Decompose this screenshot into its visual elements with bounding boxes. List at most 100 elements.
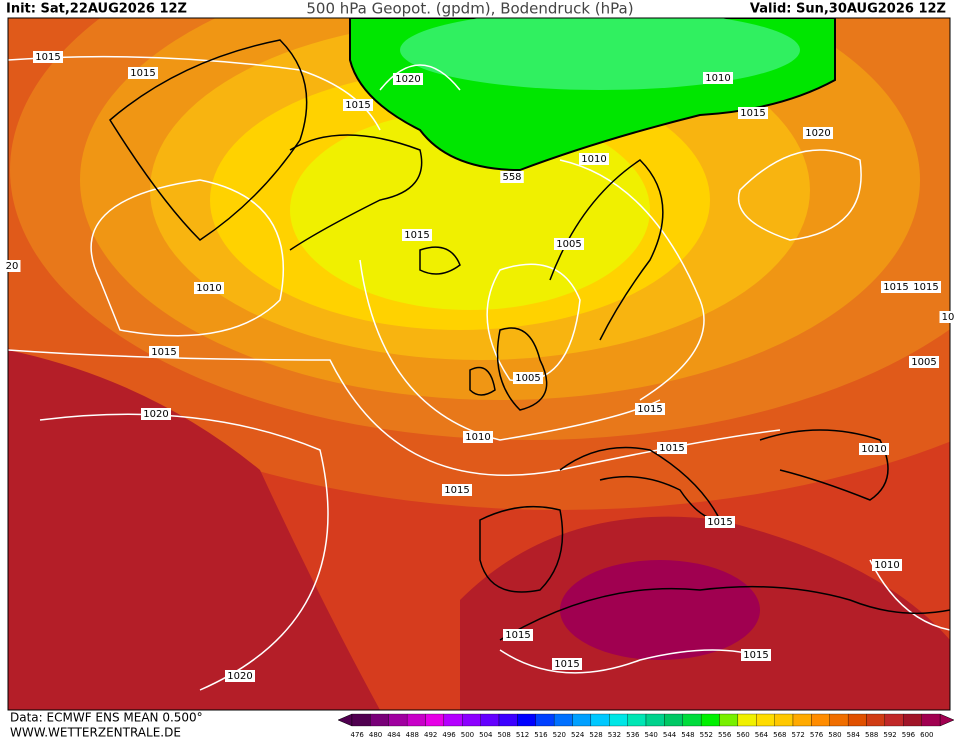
isobar-label-box (149, 346, 179, 358)
colorbar-swatch (590, 713, 610, 727)
isobar-label-box (500, 171, 524, 183)
isobar-label-box (705, 516, 735, 528)
colorbar-label: 564 (755, 731, 769, 739)
colorbar-label: 584 (847, 731, 861, 739)
colorbar-swatch (903, 713, 922, 727)
isobar-label-box (3, 260, 21, 272)
colorbar-swatch (921, 713, 941, 727)
isobar-label-box (859, 443, 889, 455)
colorbar-label: 596 (902, 731, 916, 739)
coastlines (109, 39, 950, 641)
colorbar-swatch (443, 713, 463, 727)
colorbar-label: 532 (608, 731, 621, 739)
colorbar-swatch (682, 713, 702, 727)
isobar-label-box (343, 99, 373, 111)
colorbar: 476 480 484 488 492 496 500 504 508 512 516 520 524 5… (337, 713, 955, 739)
colorbar-swatch (756, 713, 775, 727)
data-source: Data: ECMWF ENS MEAN 0.500° (10, 711, 203, 725)
isobar-label-box (554, 238, 584, 250)
colorbar-label: 520 (553, 731, 566, 739)
isobar-label-box (741, 649, 771, 661)
isobar-labels: 1015101510201015101010151020101055810151… (3, 51, 957, 682)
isobar-label-box (579, 153, 609, 165)
colorbar-swatch (462, 713, 481, 727)
isobar-label-box (33, 51, 63, 63)
colorbar-swatch (425, 713, 445, 727)
colorbar-swatch (370, 713, 389, 727)
isobar-label-box (909, 356, 939, 368)
colorbar-label: 544 (663, 731, 677, 739)
isobar-label-box (872, 559, 902, 571)
isobar-label: 1015 (883, 282, 908, 293)
colorbar-arrow-left (337, 713, 353, 727)
isobar-label-box (194, 282, 224, 294)
isobar-label-box (657, 442, 687, 454)
isobar-label: 1010 (874, 560, 899, 571)
colorbar-label: 600 (920, 731, 933, 739)
isobar-label: 1010 (465, 432, 490, 443)
colorbar-swatch (829, 713, 849, 727)
colorbar-label: 540 (645, 731, 658, 739)
colorbar-swatch (517, 713, 536, 727)
isobar-label-box (911, 281, 941, 293)
colorbar-swatch (700, 713, 720, 727)
isobar-label: 1010 (196, 283, 221, 294)
colorbar-swatch (645, 713, 665, 727)
isobar-label-box (939, 311, 957, 323)
isobar-label: 1015 (659, 443, 684, 454)
colorbar-label: 488 (406, 731, 419, 739)
colorbar-swatch (774, 713, 794, 727)
colorbar-swatch (847, 713, 867, 727)
colorbar-label: 588 (865, 731, 878, 739)
colorbar-swatch (884, 713, 904, 727)
colorbar-swatch (627, 713, 647, 727)
colorbar-swatch (737, 713, 757, 727)
isobar-label: 1010 (861, 444, 886, 455)
isobar-label-box (803, 127, 833, 139)
isobar-label: 1015 (35, 52, 60, 63)
isobar-label: 1020 (395, 74, 420, 85)
isobar-label: 1020 (227, 671, 252, 682)
colorbar-label: 580 (828, 731, 841, 739)
colorbar-swatch (664, 713, 683, 727)
colorbar-label: 548 (681, 731, 694, 739)
colorbar-label: 504 (479, 731, 493, 739)
colorbar-swatch (351, 713, 371, 727)
colorbar-label: 524 (571, 731, 585, 739)
isobar-label: 1015 (444, 485, 469, 496)
valid-time: Valid: Sun,30AUG2026 12Z (750, 2, 946, 17)
isobar-label: 1015 (151, 347, 176, 358)
map-field (8, 18, 950, 710)
isobar-label-box (225, 670, 255, 682)
colorbar-label: 572 (792, 731, 805, 739)
isobar-label: 1015 (130, 68, 155, 79)
isobar-label: 1015 (707, 517, 732, 528)
colorbar-label: 476 (351, 731, 365, 739)
colorbar-swatch (609, 713, 628, 727)
colorbar-label: 536 (626, 731, 640, 739)
colorbar-arrow-right (939, 713, 955, 727)
isobar-label: 1015 (505, 630, 530, 641)
colorbar-label: 480 (369, 731, 382, 739)
isobar-label-box (128, 67, 158, 79)
isobar-label: 1015 (345, 100, 370, 111)
isobar-label-box (402, 229, 432, 241)
colorbar-swatch (535, 713, 555, 727)
isobar-label: 1015 (740, 108, 765, 119)
colorbar-label: 492 (424, 731, 437, 739)
colorbar-label: 484 (387, 731, 401, 739)
isobar-label: 1015 (404, 230, 429, 241)
isobar-label-box (463, 431, 493, 443)
colorbar-swatch (553, 713, 573, 727)
isobar-label-box (503, 629, 533, 641)
isobar-label: 1015 (743, 650, 768, 661)
isobar-label: 20 (6, 261, 19, 272)
isobar-label: 10 (942, 312, 955, 323)
colorbar-label: 556 (718, 731, 732, 739)
isobar-label: 1015 (554, 659, 579, 670)
colorbar-swatch (406, 713, 426, 727)
map-title: 500 hPa Geopot. (gpdm), Bodendruck (hPa) (306, 0, 633, 18)
colorbar-label: 512 (516, 731, 529, 739)
colorbar-swatch (866, 713, 886, 727)
isobar-label: 1005 (911, 357, 936, 368)
